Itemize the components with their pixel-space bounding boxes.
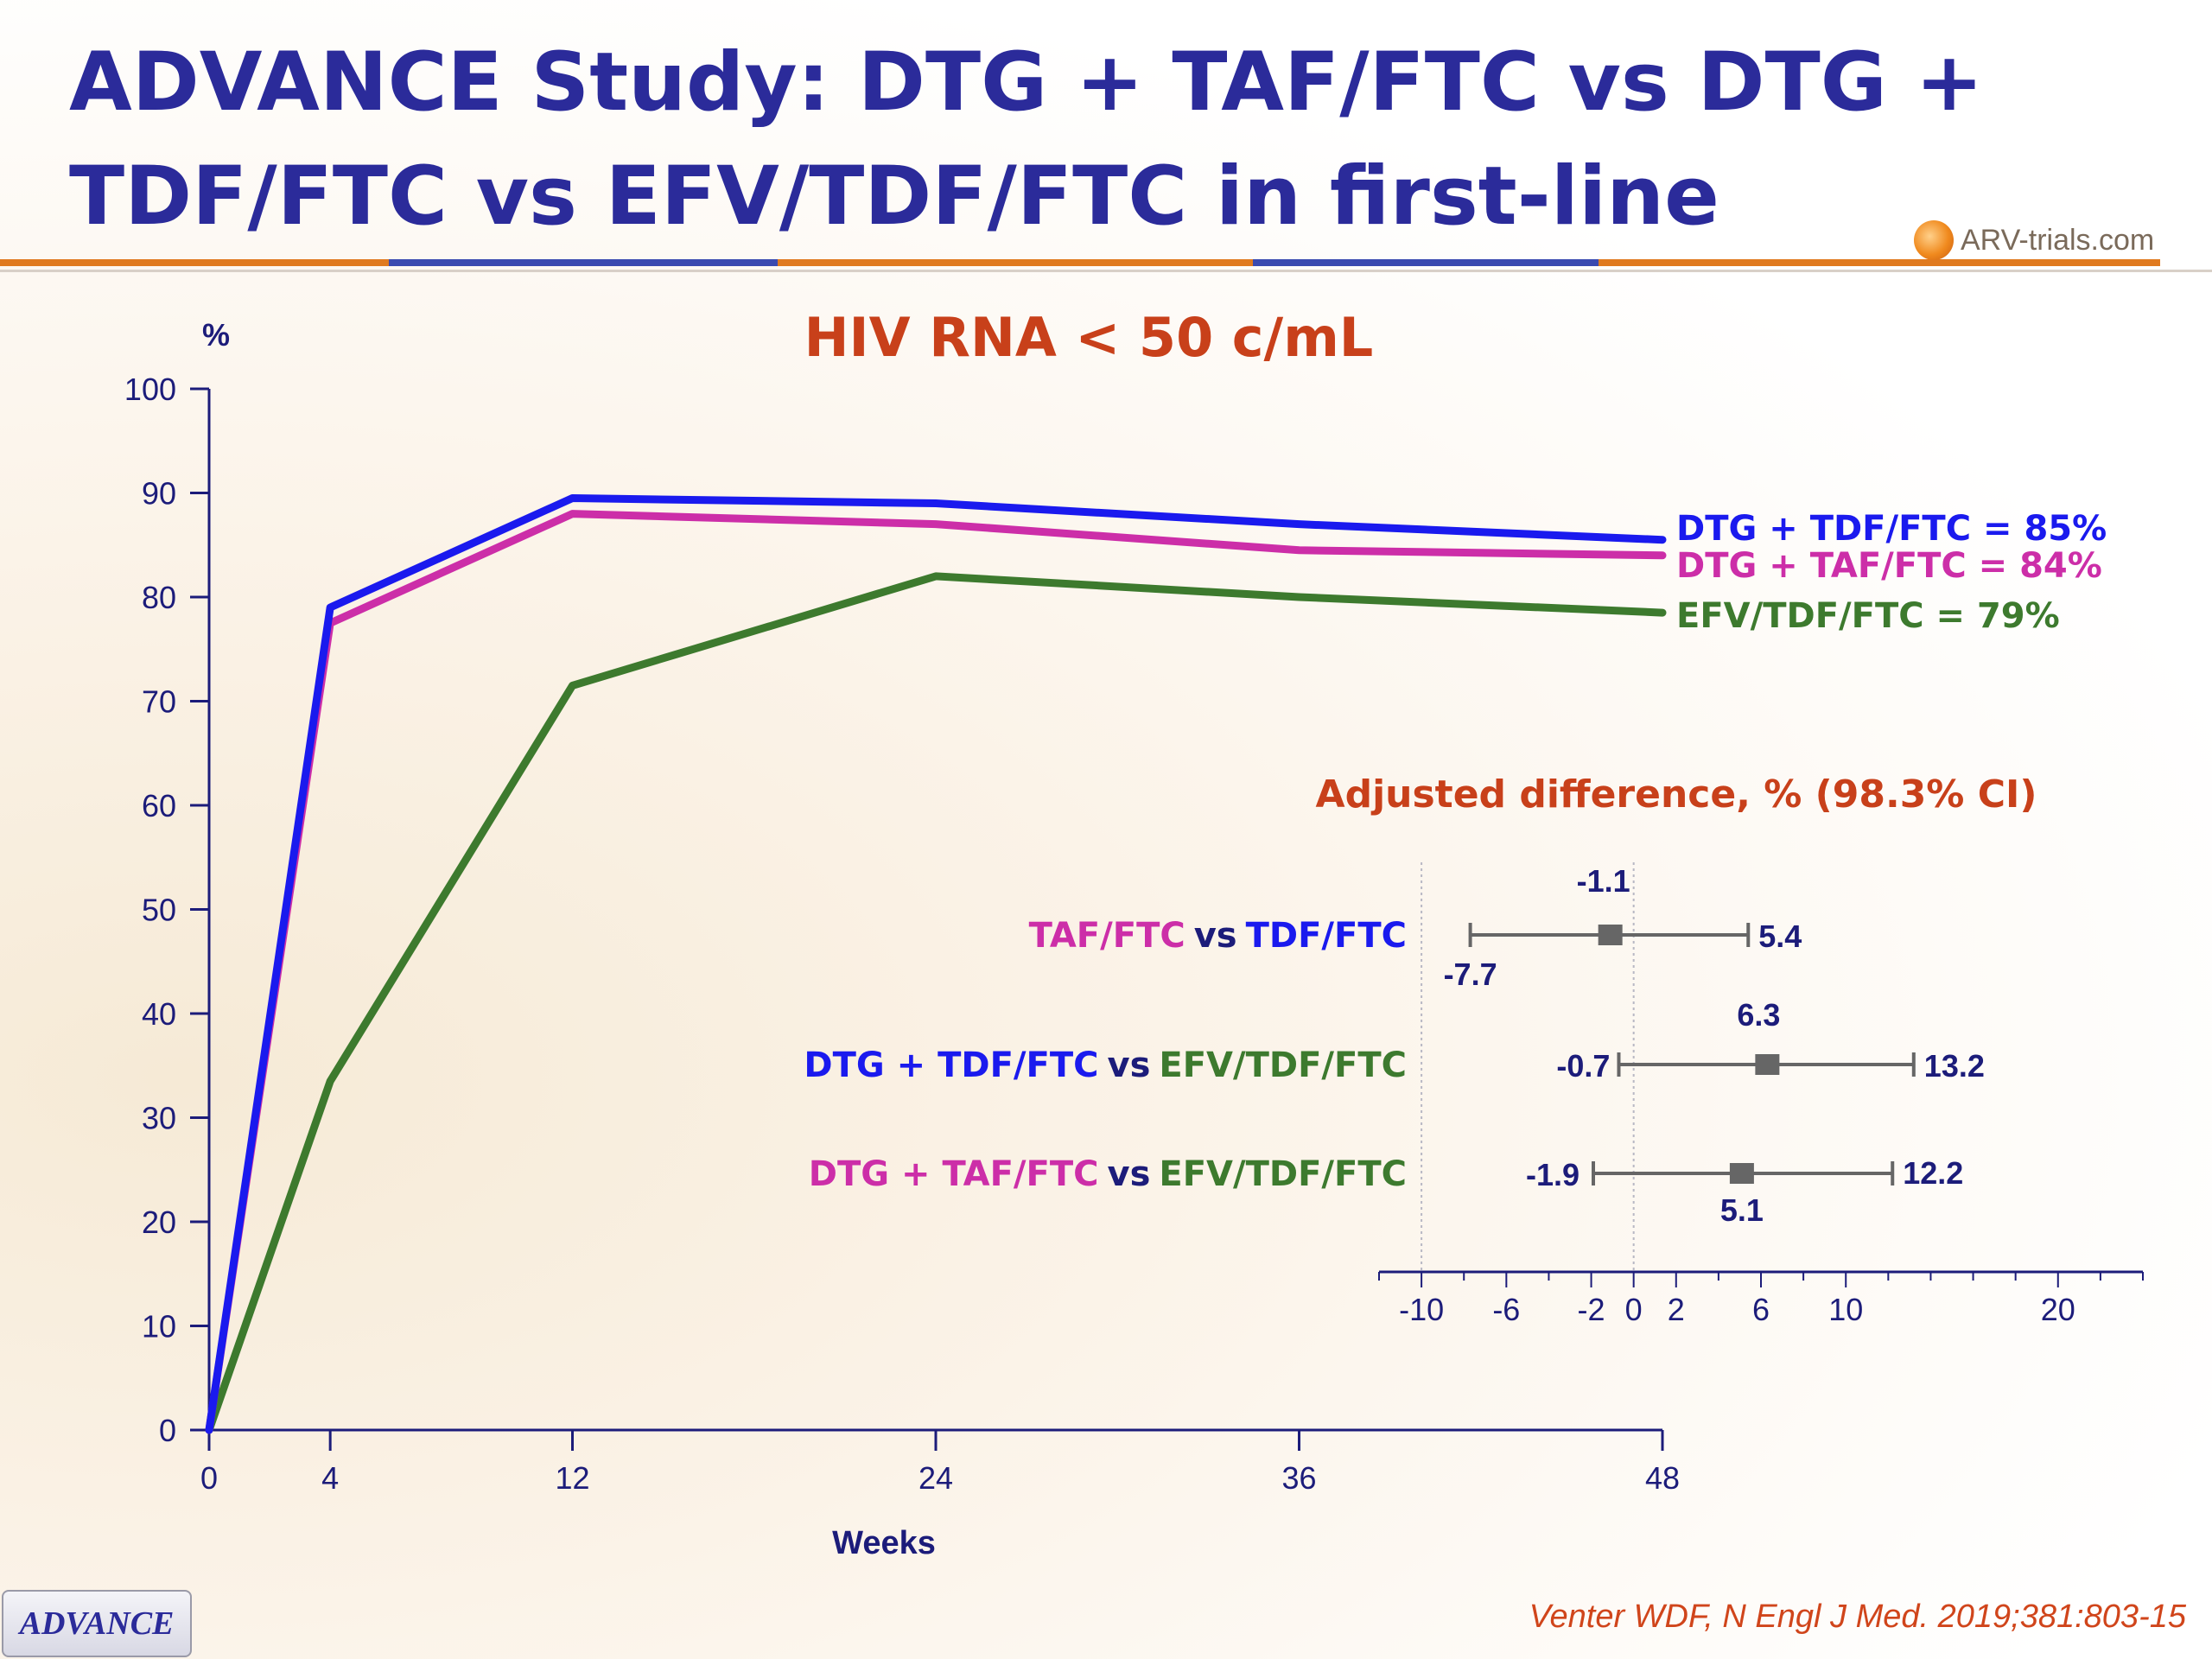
comparison-right: EFV/TDF/FTC	[1159, 1154, 1407, 1194]
series-line-2	[205, 572, 1667, 1434]
y-tick-label: 20	[142, 1205, 176, 1240]
y-tick-label: 30	[142, 1101, 176, 1136]
estimate-marker	[1598, 925, 1623, 945]
line-chart: HIV RNA < 50 c/mL%0102030405060708090100…	[124, 306, 2107, 1561]
x-tick-label: 0	[200, 1460, 218, 1496]
lower-ci-label: -1.9	[1526, 1157, 1580, 1192]
pill-icon	[1914, 220, 1954, 260]
x-tick-label: 36	[1281, 1460, 1316, 1496]
forest-tick-label: 6	[1752, 1292, 1770, 1327]
estimate-label: 5.1	[1720, 1192, 1764, 1228]
comparison-right: TDF/FTC	[1246, 916, 1407, 956]
series-label: DTG + TAF/FTC = 84%	[1676, 546, 2102, 586]
y-tick-label: 70	[142, 684, 176, 720]
title-rule-shadow	[0, 270, 2212, 272]
series-label: DTG + TDF/FTC = 85%	[1676, 509, 2107, 549]
comparison-vs: vs	[1108, 1154, 1151, 1194]
x-axis-label: Weeks	[832, 1525, 936, 1561]
forest-title: Adjusted difference, % (98.3% CI)	[1316, 772, 2037, 817]
forest-tick-label: -6	[1492, 1292, 1520, 1327]
comparison-label: DTG + TDF/FTC vs EFV/TDF/FTC	[804, 1046, 1407, 1085]
x-tick-label: 12	[555, 1460, 589, 1496]
x-tick-label: 48	[1645, 1460, 1680, 1496]
advance-badge: ADVANCE	[2, 1590, 192, 1657]
chart-title: HIV RNA < 50 c/mL	[804, 306, 1374, 369]
citation: Venter WDF, N Engl J Med. 2019;381:803-1…	[1529, 1599, 2186, 1635]
y-tick-label: 80	[142, 580, 176, 615]
forest-tick-label: -2	[1578, 1292, 1605, 1327]
upper-ci-label: 5.4	[1758, 918, 1802, 954]
y-tick-label: 60	[142, 788, 176, 823]
y-tick-label: 50	[142, 893, 176, 928]
estimate-marker	[1755, 1054, 1780, 1075]
x-tick-label: 4	[321, 1460, 339, 1496]
comparison-left: DTG + TAF/FTC	[809, 1154, 1099, 1194]
estimate-marker	[1729, 1163, 1754, 1184]
slide-title: ADVANCE Study: DTG + TAF/FTC vs DTG + TD…	[69, 35, 1984, 244]
comparison-vs: vs	[1194, 916, 1237, 956]
series-line-0	[205, 494, 1667, 1434]
comparison-label: TAF/FTC vs TDF/FTC	[1029, 916, 1407, 956]
title-rule	[0, 259, 2160, 266]
comparison-vs: vs	[1108, 1046, 1151, 1085]
upper-ci-label: 13.2	[1924, 1048, 1985, 1084]
y-tick-label: 100	[124, 372, 176, 407]
comparison-left: DTG + TDF/FTC	[804, 1046, 1098, 1085]
forest-tick-label: 0	[1625, 1292, 1643, 1327]
forest-tick-label: 2	[1668, 1292, 1685, 1327]
estimate-label: -1.1	[1577, 863, 1630, 899]
upper-ci-label: 12.2	[1903, 1155, 1963, 1191]
y-tick-label: 40	[142, 996, 176, 1032]
y-tick-label: 0	[159, 1413, 176, 1448]
estimate-label: 6.3	[1737, 997, 1780, 1033]
logo-text: ARV-trials.com	[1961, 223, 2155, 257]
series-label: EFV/TDF/FTC = 79%	[1676, 596, 2060, 636]
y-tick-label: 10	[142, 1309, 176, 1344]
forest-tick-label: 20	[2041, 1292, 2075, 1327]
forest-tick-label: 10	[1828, 1292, 1863, 1327]
arv-trials-logo: ARV-trials.com	[1914, 214, 2154, 266]
y-axis-label: %	[202, 317, 230, 353]
x-tick-label: 24	[918, 1460, 953, 1496]
lower-ci-label: -0.7	[1556, 1048, 1610, 1084]
comparison-left: TAF/FTC	[1029, 916, 1185, 956]
comparison-label: DTG + TAF/FTC vs EFV/TDF/FTC	[809, 1154, 1407, 1194]
lower-ci-label: -7.7	[1444, 957, 1497, 992]
forest-plot: Adjusted difference, % (98.3% CI) -10 -6 -2…	[804, 772, 2144, 1327]
comparison-right: EFV/TDF/FTC	[1159, 1046, 1407, 1085]
forest-tick-label: -10	[1399, 1292, 1444, 1327]
y-tick-label: 90	[142, 476, 176, 512]
